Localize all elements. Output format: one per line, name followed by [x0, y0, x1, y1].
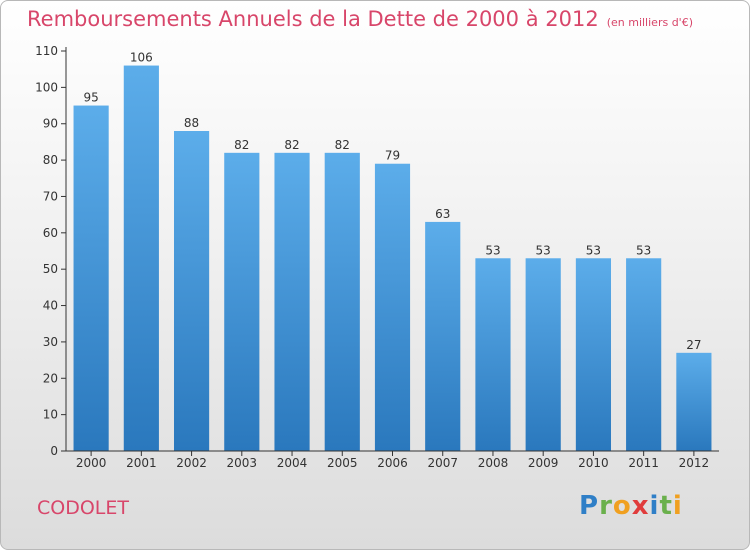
data-label: 82: [234, 138, 249, 152]
data-label: 53: [586, 243, 601, 257]
bar-2005: [324, 152, 360, 451]
data-label: 88: [184, 116, 199, 130]
chart-title-text: Remboursements Annuels de la Dette de 20…: [27, 7, 599, 31]
x-tick-label: 2010: [578, 456, 609, 470]
y-tick-label: 60: [43, 226, 58, 240]
bar-2004: [274, 152, 310, 451]
logo-letter: o: [612, 491, 632, 521]
x-tick-label: 2006: [377, 456, 408, 470]
data-label: 82: [335, 138, 350, 152]
data-label: 82: [284, 138, 299, 152]
y-tick-label: 100: [35, 80, 58, 94]
bar-2009: [525, 258, 561, 451]
y-tick-label: 70: [43, 189, 58, 203]
bar-2012: [676, 352, 712, 451]
logo-letter: i: [672, 491, 683, 521]
logo-letter: t: [659, 491, 673, 521]
x-tick-label: 2001: [126, 456, 157, 470]
bar-2003: [224, 152, 260, 451]
commune-name: CODOLET: [37, 497, 130, 519]
y-tick-label: 90: [43, 117, 58, 131]
y-tick-label: 10: [43, 408, 58, 422]
data-label: 106: [130, 51, 153, 65]
y-tick-label: 20: [43, 371, 58, 385]
data-label: 63: [435, 207, 450, 221]
x-tick-label: 2011: [628, 456, 659, 470]
logo-letter: r: [599, 491, 613, 521]
x-tick-label: 2007: [427, 456, 458, 470]
bar-2006: [374, 163, 411, 451]
y-tick-label: 80: [43, 153, 58, 167]
x-tick-label: 2008: [478, 456, 509, 470]
y-tick-label: 50: [43, 262, 58, 276]
bar-2011: [626, 258, 662, 451]
unit-label: (en milliers d'€): [606, 16, 693, 29]
x-tick-label: 2012: [679, 456, 710, 470]
y-tick-label: 40: [43, 299, 58, 313]
proxiti-logo: Proxiti: [579, 491, 683, 521]
data-label: 53: [536, 243, 551, 257]
logo-letter: x: [631, 491, 650, 521]
bar-2007: [425, 221, 461, 451]
chart-title: Remboursements Annuels de la Dette de 20…: [27, 7, 693, 31]
x-tick-label: 2004: [277, 456, 308, 470]
y-tick-label: 0: [50, 444, 58, 458]
bar-2010: [575, 258, 612, 451]
data-label: 79: [385, 149, 400, 163]
x-tick-label: 2003: [227, 456, 258, 470]
x-tick-label: 2002: [176, 456, 207, 470]
data-label: 53: [485, 243, 500, 257]
y-tick-label: 30: [43, 335, 58, 349]
logo-letter: i: [649, 491, 660, 521]
x-tick-label: 2009: [528, 456, 559, 470]
logo-letter: P: [579, 491, 600, 521]
bar-2002: [173, 131, 210, 451]
bar-2000: [73, 105, 109, 451]
x-tick-label: 2000: [76, 456, 107, 470]
y-tick-label: 110: [35, 44, 58, 58]
bar-2001: [123, 65, 159, 451]
x-tick-label: 2005: [327, 456, 358, 470]
data-label: 95: [83, 91, 98, 105]
bar-2008: [475, 258, 511, 451]
data-label: 53: [636, 243, 651, 257]
data-label: 27: [686, 338, 701, 352]
